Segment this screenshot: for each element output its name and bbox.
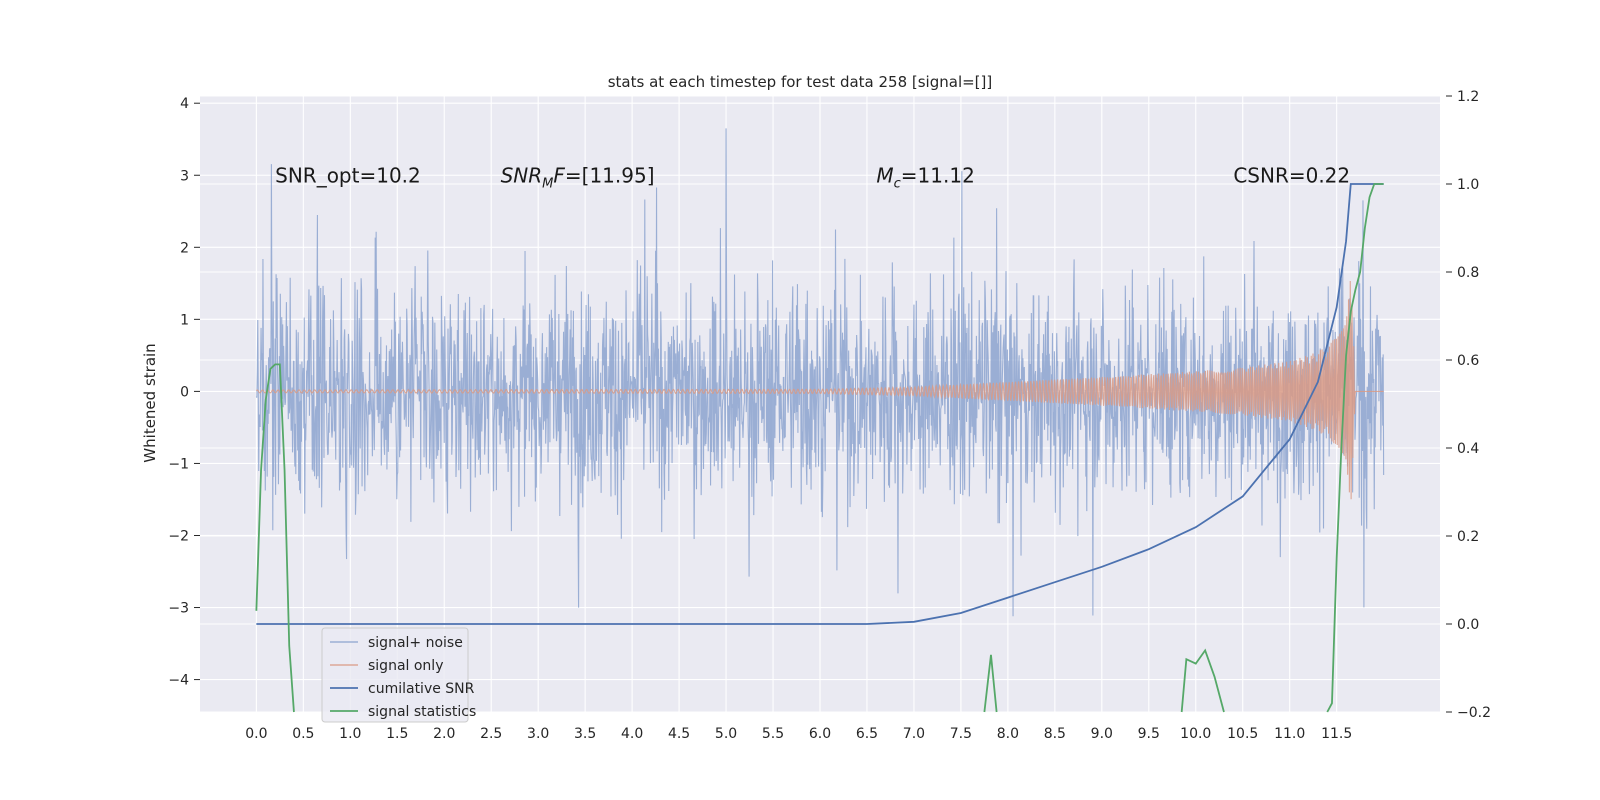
legend-label: signal+ noise — [368, 635, 463, 651]
x-tick-label: 11.0 — [1274, 726, 1305, 742]
y-axis-label: Whitened strain — [141, 343, 159, 462]
x-tick-label: 7.5 — [950, 726, 972, 742]
x-tick-label: 5.0 — [715, 726, 737, 742]
y2-tick-label: 0.4 — [1457, 441, 1479, 457]
x-tick-label: 8.0 — [997, 726, 1019, 742]
signal-statistics-line — [1326, 183, 1384, 713]
signal-statistics-line — [255, 363, 295, 713]
signal-plus-noise-line — [255, 128, 1385, 617]
annotation-text: CSNR=0.22 — [1233, 163, 1350, 187]
y-axis-ticks: 4 3 2 1 0 −1 −2 −3 −4 — [168, 96, 200, 689]
x-tick-label: 8.5 — [1044, 726, 1066, 742]
y-tick-label: 3 — [180, 168, 189, 184]
x-tick-label: 0.5 — [292, 726, 314, 742]
legend-label: cumilative SNR — [368, 681, 475, 697]
x-tick-label: 5.5 — [762, 726, 784, 742]
y2-tick-label: 1.0 — [1457, 177, 1479, 193]
x-tick-label: 11.5 — [1321, 726, 1352, 742]
legend-label: signal statistics — [368, 704, 476, 720]
legend-box — [321, 627, 469, 723]
x-axis-ticks: 0.0 0.5 1.0 1.5 2.0 2.5 3.0 3.5 4.0 4.5 5.0 5.5 6.0 6… — [245, 726, 1352, 742]
x-tick-label: 2.0 — [433, 726, 455, 742]
y2-tick-label: 0.0 — [1457, 617, 1479, 633]
signal-statistics-line — [983, 654, 998, 713]
x-tick-label: 3.0 — [527, 726, 549, 742]
x-tick-label: 1.0 — [339, 726, 361, 742]
series-signal-plus-noise — [255, 128, 1385, 617]
plot-area — [200, 95, 1440, 713]
y-tick-label: 4 — [180, 96, 189, 112]
y-tick-label: 0 — [180, 384, 189, 400]
x-tick-label: 10.5 — [1227, 726, 1258, 742]
y-tick-label: −1 — [168, 456, 189, 472]
series-signal-statistics — [255, 183, 1384, 713]
series-cumulative-snr — [256, 183, 1384, 625]
y2-axis-ticks: 1.2 1.0 0.8 0.6 0.4 0.2 0.0 −0.2 — [1446, 89, 1491, 721]
x-tick-label: 7.0 — [903, 726, 925, 742]
x-tick-label: 1.5 — [386, 726, 408, 742]
x-tick-label: 3.5 — [574, 726, 596, 742]
y-tick-label: 2 — [180, 240, 189, 256]
y2-tick-label: −0.2 — [1457, 705, 1491, 721]
y-tick-label: −3 — [168, 601, 189, 617]
signal-statistics-line — [1180, 648, 1225, 713]
y-tick-label: −4 — [168, 673, 189, 689]
cumulative-snr-line — [256, 183, 1384, 625]
series-signal-only — [255, 280, 1384, 500]
annotation-text: Mc=11.12 — [876, 163, 974, 191]
x-tick-label: 9.5 — [1138, 726, 1160, 742]
x-tick-label: 6.5 — [856, 726, 878, 742]
chart-title: stats at each timestep for test data 258… — [608, 73, 993, 91]
y-tick-label: 1 — [180, 312, 189, 328]
legend-label: signal only — [368, 658, 443, 674]
legend: signal+ noise signal only cumilative SNR si… — [321, 627, 476, 723]
annotations: SNR_opt=10.2 SNRMF=[11.95] Mc=11.12 CSNR=0.… — [275, 163, 1350, 191]
y-tick-label: −2 — [168, 528, 189, 544]
y2-tick-label: 0.2 — [1457, 529, 1479, 545]
annotation-text: SNRMF=[11.95] — [501, 163, 655, 191]
x-tick-label: 6.0 — [809, 726, 831, 742]
x-tick-label: 4.0 — [621, 726, 643, 742]
x-tick-label: 10.0 — [1180, 726, 1211, 742]
signal-only-line — [255, 280, 1384, 500]
annotation-text: SNR_opt=10.2 — [275, 163, 421, 187]
x-tick-label: 4.5 — [668, 726, 690, 742]
x-tick-label: 9.0 — [1091, 726, 1113, 742]
y2-tick-label: 0.8 — [1457, 265, 1479, 281]
x-tick-label: 2.5 — [480, 726, 502, 742]
y2-tick-label: 0.6 — [1457, 353, 1479, 369]
y2-tick-label: 1.2 — [1457, 89, 1479, 105]
x-tick-label: 0.0 — [245, 726, 267, 742]
